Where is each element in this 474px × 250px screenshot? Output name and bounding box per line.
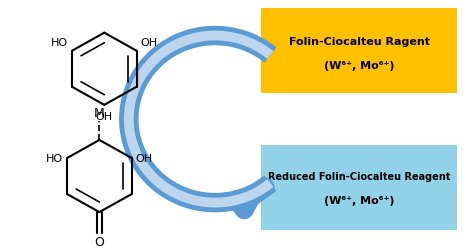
- FancyArrowPatch shape: [237, 187, 265, 210]
- Text: OH: OH: [136, 154, 153, 163]
- Text: (W⁶⁺, Mo⁶⁺): (W⁶⁺, Mo⁶⁺): [324, 61, 394, 71]
- Text: O: O: [94, 235, 104, 248]
- Text: Folin-Ciocalteu Ragent: Folin-Ciocalteu Ragent: [289, 37, 429, 47]
- Text: HO: HO: [51, 38, 68, 48]
- FancyBboxPatch shape: [261, 9, 457, 94]
- Text: (W⁶⁺, Mo⁶⁺): (W⁶⁺, Mo⁶⁺): [324, 195, 394, 205]
- Text: HO: HO: [46, 154, 63, 163]
- Text: OH: OH: [140, 38, 157, 48]
- Text: Reduced Folin-Ciocalteu Reagent: Reduced Folin-Ciocalteu Reagent: [268, 171, 450, 181]
- FancyBboxPatch shape: [261, 145, 457, 230]
- Text: OH: OH: [96, 111, 113, 121]
- Text: M: M: [94, 107, 105, 120]
